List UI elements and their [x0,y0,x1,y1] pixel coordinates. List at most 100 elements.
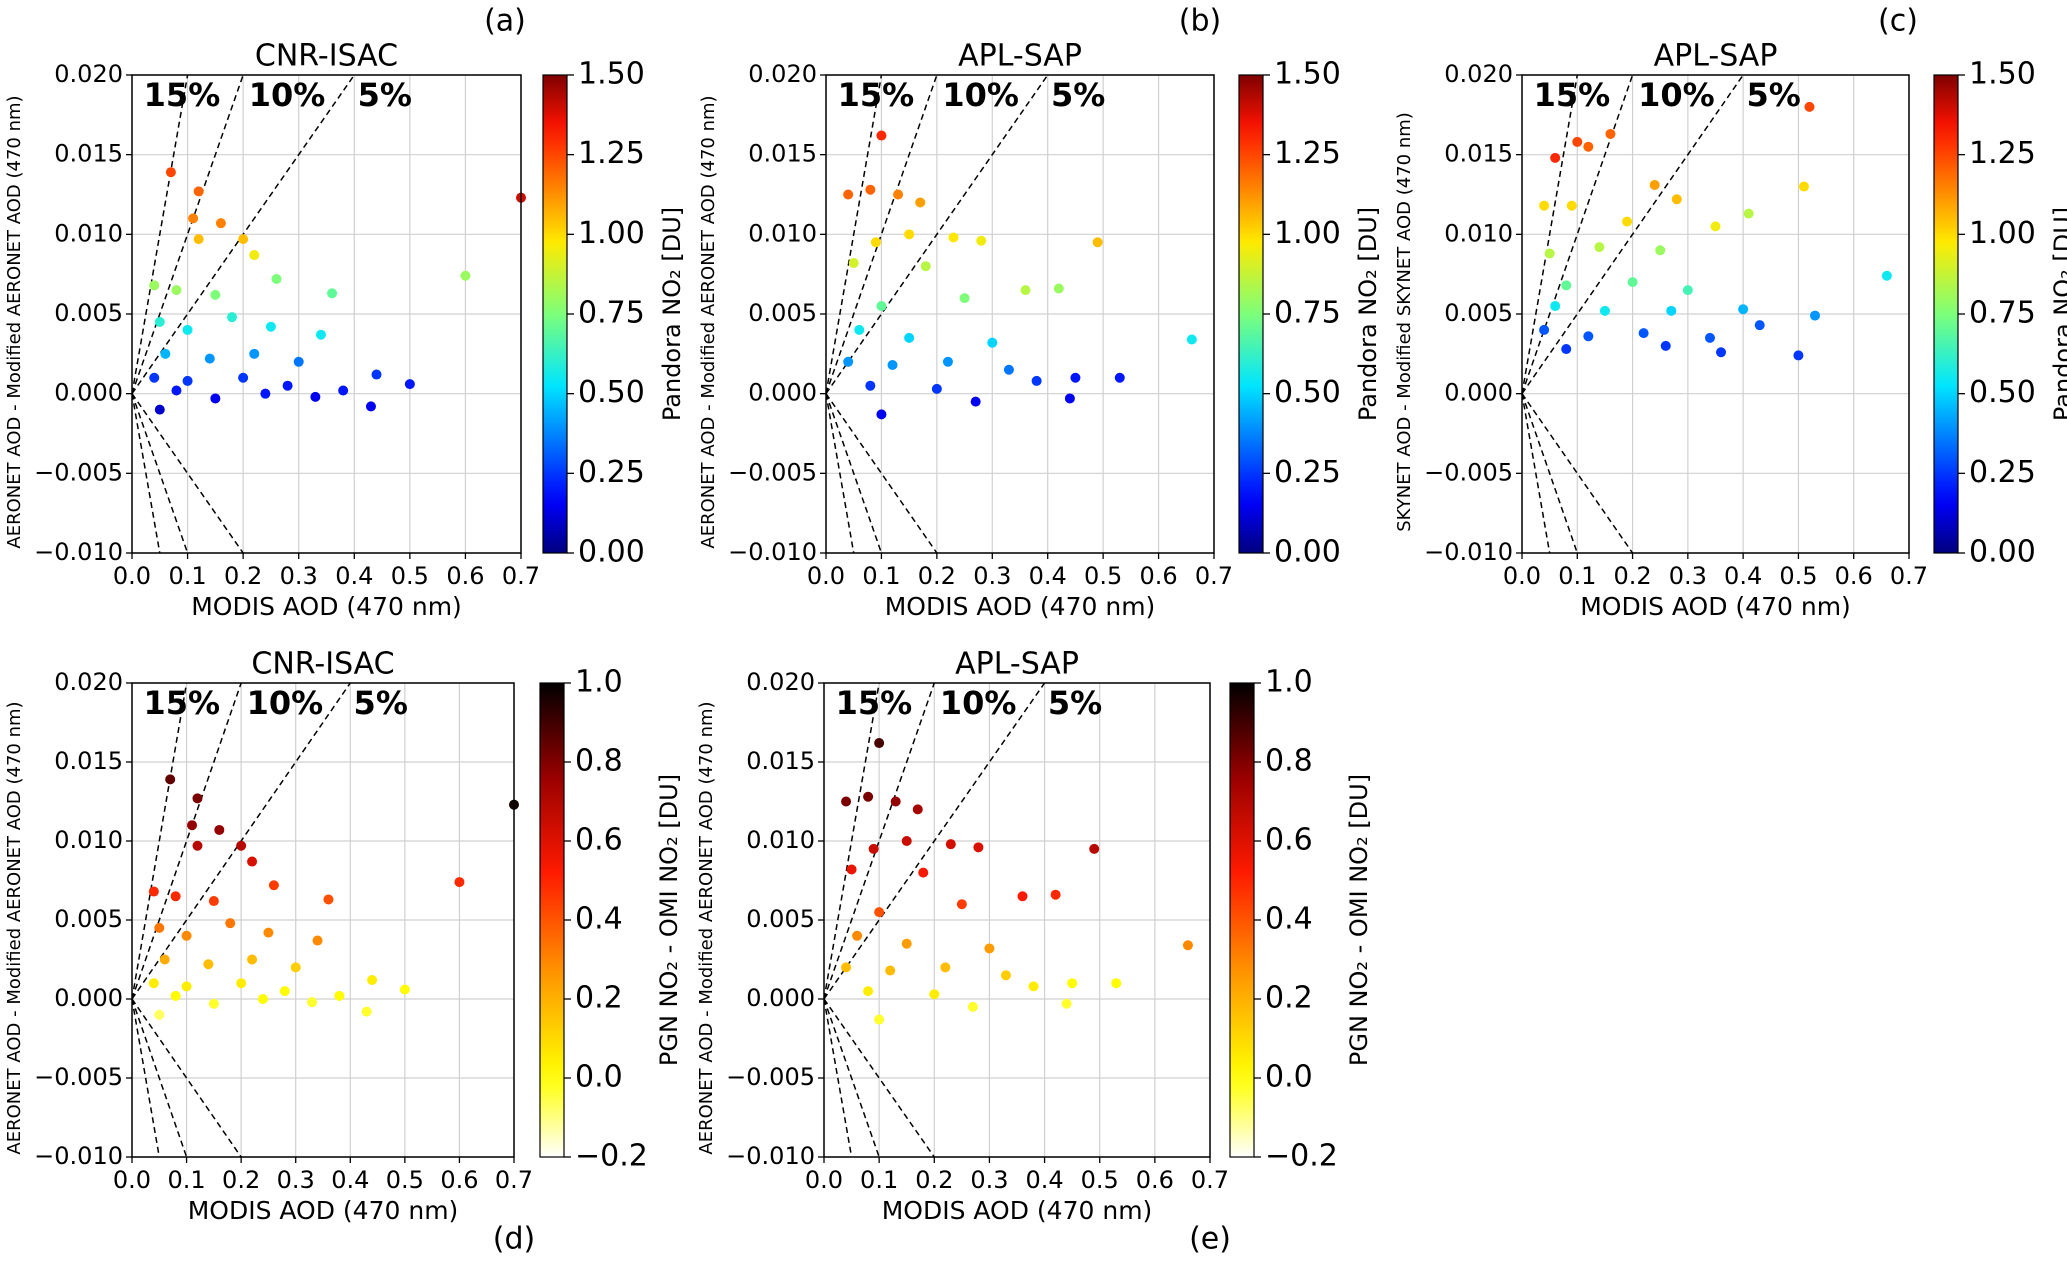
colorbar [1933,74,1959,554]
colorbar-tick-label: 0.0 [1265,1060,1313,1095]
point [987,337,998,348]
point [1000,970,1011,981]
point [890,796,901,807]
colorbar [542,74,568,554]
x-axis-label: MODIS AOD (470 nm) [1580,592,1851,621]
point [970,396,981,407]
point [885,965,896,976]
x-tick-label: 0.1 [1558,562,1596,590]
point [208,998,219,1009]
point [334,990,345,1001]
point [165,774,176,785]
y-tick-label: 0.020 [1444,60,1513,88]
point [1111,978,1122,989]
point [171,285,182,296]
reference-label: 5% [1051,76,1105,114]
colorbar-tick-label: 0.50 [1274,375,1341,410]
point [154,316,165,327]
reference-line [132,683,188,1000]
point [193,234,204,245]
x-tick-label: 0.0 [1503,562,1541,590]
point [247,856,258,867]
point [945,839,956,850]
x-tick-label: 0.2 [1613,562,1651,590]
colorbar [1229,682,1255,1158]
x-tick-label: 0.7 [495,1166,533,1194]
point [293,356,304,367]
point [929,989,940,1000]
x-tick-label: 0.2 [915,1166,953,1194]
point [976,235,987,246]
point [973,842,984,853]
point [1666,305,1677,316]
y-tick-label: 0.000 [54,984,123,1012]
point [887,359,898,370]
x-tick-label: 0.4 [1025,1166,1063,1194]
colorbar-tick-label: 0.0 [575,1060,623,1095]
point [868,843,879,854]
x-tick-label: 0.1 [168,562,206,590]
point [1881,270,1892,281]
y-tick-label: 0.010 [54,826,123,854]
colorbar-tick-label: 0.50 [578,375,645,410]
point [1810,310,1821,321]
x-tick-label: 0.1 [862,562,900,590]
point [338,385,349,396]
point [876,301,887,312]
point [399,984,410,995]
x-tick-label: 0.7 [1191,1166,1229,1194]
point [1754,320,1765,331]
point [959,293,970,304]
colorbar-tick-label: 0.00 [578,535,645,570]
point [843,356,854,367]
x-axis-label: MODIS AOD (470 nm) [885,592,1156,621]
plot-frame [131,74,522,554]
point [204,353,215,364]
colorbar-tick-label: 1.25 [1274,136,1341,171]
point [893,189,904,200]
point [182,324,193,335]
x-tick-label: 0.7 [1890,562,1928,590]
reference-line [132,393,161,553]
y-tick-label: −0.005 [34,458,123,486]
reference-line [132,393,244,553]
y-tick-label: −0.005 [726,1063,815,1091]
point [1561,344,1572,355]
x-tick-label: 0.2 [224,562,262,590]
point [260,388,271,399]
point [215,218,226,229]
point [931,383,942,394]
y-tick-label: −0.010 [726,1142,815,1170]
point [192,840,203,851]
colorbar-tick-label: 0.25 [1274,455,1341,490]
point [160,348,171,359]
point [876,130,887,141]
reference-label: 10% [942,76,1019,114]
point [863,791,874,802]
point [1020,285,1031,296]
point [310,391,321,402]
point [154,922,165,933]
reference-label: 5% [358,76,412,114]
point [203,959,214,970]
colorbar-tick-label: 0.25 [1969,455,2036,490]
point [154,404,165,415]
colorbar-label: PGN NO₂ - OMI NO₂ [DU] [655,774,683,1066]
point [148,886,159,897]
point [843,189,854,200]
point [1594,242,1605,253]
point [1583,331,1594,342]
reference-label: 15% [838,76,915,114]
y-tick-label: 0.010 [746,826,815,854]
x-tick-label: 0.5 [1081,1166,1119,1194]
x-tick-label: 0.7 [502,562,540,590]
point [1605,128,1616,139]
y-tick-label: 0.000 [54,379,123,407]
y-tick-label: 0.020 [748,60,817,88]
reference-line [132,998,188,1157]
point [1053,283,1064,294]
colorbar-tick-label: 0.4 [575,902,623,937]
point [404,379,415,390]
point [312,935,323,946]
